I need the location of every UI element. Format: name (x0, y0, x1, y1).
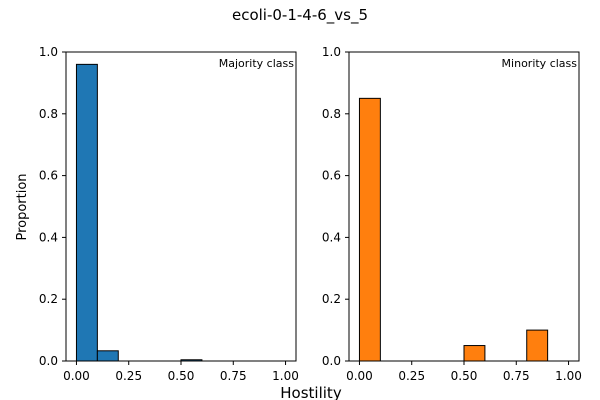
panel-annotation: Majority class (219, 57, 294, 70)
minority-class-panel: 0.00 0.25 0.50 0.75 1.00 0.0 0.2 0.4 0.6 0.8 1.0 Mi… (322, 45, 582, 383)
x-tick-label: 0.00 (63, 369, 90, 383)
y-tick-label: 0.8 (39, 107, 58, 121)
histogram-bar (75, 63, 98, 362)
y-tick-label: 0.2 (322, 292, 341, 306)
y-tick-label: 0.0 (39, 354, 58, 368)
y-tick-label: 1.0 (39, 45, 58, 59)
x-tick-label: 0.50 (451, 369, 478, 383)
axes-frame (348, 51, 580, 362)
y-tick-label: 0.8 (322, 107, 341, 121)
histogram-bar (96, 350, 119, 362)
y-tick-label: 0.4 (322, 230, 341, 244)
majority-class-panel: 0.00 0.25 0.50 0.75 1.00 0.0 0.2 0.4 0.6 0.8 1.0 Ma… (39, 45, 299, 383)
y-tick-label: 0.0 (322, 354, 341, 368)
x-tick-label: 0.50 (168, 369, 195, 383)
x-tick-label: 0.00 (346, 369, 373, 383)
y-tick-label: 0.2 (39, 292, 58, 306)
y-tick-label: 1.0 (322, 45, 341, 59)
y-tick-label: 0.6 (39, 169, 58, 183)
histogram-bar (463, 345, 486, 362)
histogram-bar (526, 329, 549, 362)
x-tick-label: 1.00 (272, 369, 299, 383)
x-tick-label: 0.25 (398, 369, 425, 383)
figure-title: ecoli-0-1-4-6_vs_5 (232, 6, 368, 25)
panel-annotation: Minority class (502, 57, 578, 70)
x-tick-label: 0.75 (503, 369, 530, 383)
y-tick-label: 0.6 (322, 169, 341, 183)
x-tick-label: 1.00 (555, 369, 582, 383)
x-axis-label: Hostility (280, 384, 342, 400)
x-tick-label: 0.75 (220, 369, 247, 383)
histogram-bar (358, 97, 381, 362)
y-tick-label: 0.4 (39, 230, 58, 244)
x-tick-label: 0.25 (115, 369, 142, 383)
y-axis-label: Proportion (15, 173, 30, 240)
axes-frame (65, 51, 297, 362)
